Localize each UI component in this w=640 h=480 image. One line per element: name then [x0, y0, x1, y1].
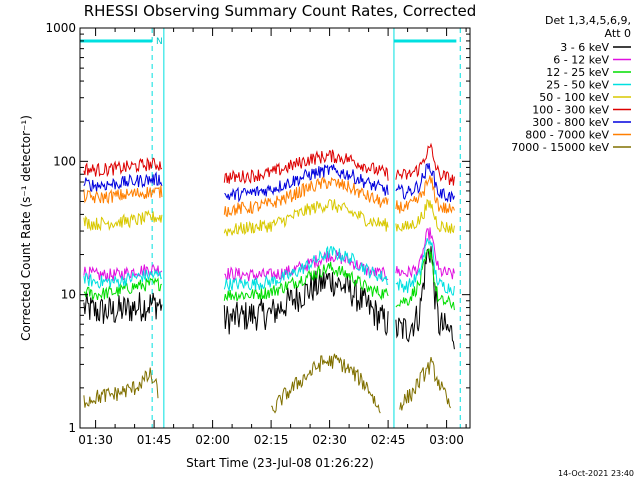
y-axis-label: Corrected Count Rate (s⁻¹ detector⁻¹) [19, 115, 33, 341]
series-line [395, 142, 455, 186]
series-line [83, 156, 163, 178]
legend-entry-label: 12 - 25 keV [546, 66, 609, 79]
x-tick-label: 01:30 [78, 433, 113, 447]
y-tick-label: 100 [53, 154, 76, 168]
y-tick-label: 1000 [45, 21, 76, 35]
x-tick-label: 02:45 [371, 433, 406, 447]
series-line [223, 245, 389, 291]
series-line [83, 367, 159, 408]
series-line [395, 198, 455, 234]
series-line [395, 238, 455, 296]
x-tick-label: 02:30 [312, 433, 347, 447]
series-line [223, 149, 389, 185]
series-line [223, 198, 389, 237]
y-tick-label: 1 [68, 421, 76, 435]
series-line [399, 356, 451, 411]
series-line [395, 162, 455, 203]
series-line [83, 185, 163, 205]
series-line [223, 176, 389, 218]
y-tick-label: 10 [61, 288, 76, 302]
generated-timestamp: 14-Oct-2021 23:40 [558, 469, 634, 478]
series-line [223, 269, 389, 337]
legend-entry-label: 300 - 800 keV [532, 116, 609, 129]
legend-header-line-1: Det 1,3,4,5,6,9, [545, 14, 631, 27]
series-line [83, 171, 163, 192]
series-line [395, 227, 455, 280]
legend-entry-label: 7000 - 15000 keV [511, 141, 609, 154]
series-line [395, 246, 455, 350]
series-line [223, 261, 389, 302]
series-line [83, 277, 163, 301]
chart-title: RHESSI Observing Summary Count Rates, Co… [84, 2, 477, 20]
series-line [224, 164, 389, 203]
x-tick-label: 03:00 [429, 433, 464, 447]
legend-entry-label: 100 - 300 keV [532, 104, 609, 117]
legend-header-line-2: Att 0 [605, 27, 631, 40]
plot-frame [79, 27, 471, 429]
x-axis-label: Start Time (23-Jul-08 01:26:22) [186, 456, 374, 470]
legend-entry-label: 3 - 6 keV [560, 41, 609, 54]
x-tick-label: 01:45 [137, 433, 172, 447]
annotation-label: N [156, 37, 163, 47]
series-line [271, 353, 381, 414]
legend-entry-label: 25 - 50 keV [546, 79, 609, 92]
x-tick-label: 02:00 [195, 433, 230, 447]
series-line [83, 269, 163, 289]
legend-entry-label: 50 - 100 keV [539, 91, 609, 104]
series-line [83, 292, 163, 324]
series-line [83, 209, 163, 232]
series-line [224, 250, 389, 282]
x-tick-label: 02:15 [254, 433, 289, 447]
series-line [395, 175, 455, 214]
series-line [395, 248, 455, 311]
legend-entry-label: 6 - 12 keV [553, 54, 609, 67]
legend-entry-label: 800 - 7000 keV [525, 129, 609, 142]
